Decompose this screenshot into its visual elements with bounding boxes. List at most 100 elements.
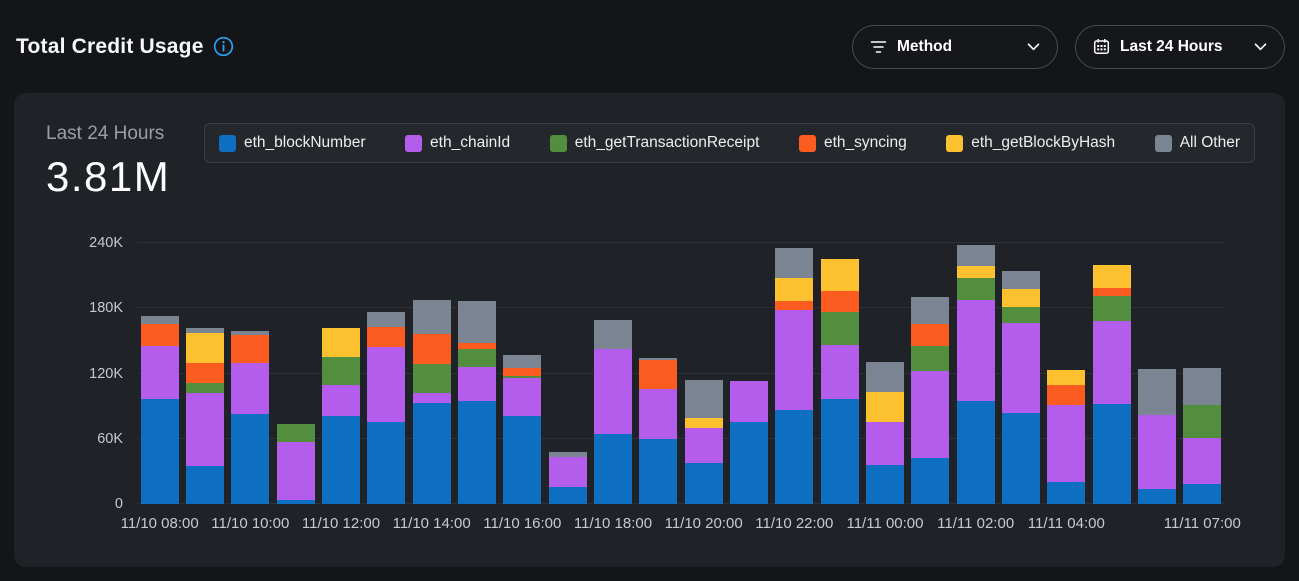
bar-segment[interactable] xyxy=(593,320,632,349)
bar-segment[interactable] xyxy=(729,381,768,423)
bar[interactable] xyxy=(911,297,950,504)
bar-segment[interactable] xyxy=(503,368,542,376)
bar-segment[interactable] xyxy=(1137,488,1176,504)
bar-segment[interactable] xyxy=(956,265,995,278)
bar-segment[interactable] xyxy=(321,385,360,416)
bar-segment[interactable] xyxy=(548,451,587,458)
bar-segment[interactable] xyxy=(185,383,224,394)
bar-segment[interactable] xyxy=(1047,405,1086,483)
bar-segment[interactable] xyxy=(1183,484,1222,504)
bar-segment[interactable] xyxy=(1092,403,1131,504)
bar-segment[interactable] xyxy=(775,248,814,278)
bar-segment[interactable] xyxy=(548,486,587,504)
legend-item[interactable]: eth_syncing xyxy=(798,134,907,152)
legend-item[interactable]: eth_getTransactionReceipt xyxy=(549,134,759,152)
bar-segment[interactable] xyxy=(457,300,496,344)
bar-segment[interactable] xyxy=(276,423,315,443)
time-range-dropdown[interactable]: Last 24 Hours xyxy=(1075,24,1285,69)
bar-segment[interactable] xyxy=(639,388,678,439)
bar-segment[interactable] xyxy=(457,343,496,349)
bar-segment[interactable] xyxy=(1001,271,1040,289)
bar[interactable] xyxy=(593,320,632,504)
bar-segment[interactable] xyxy=(367,422,406,504)
bar-segment[interactable] xyxy=(231,331,270,336)
bar-segment[interactable] xyxy=(911,346,950,372)
legend-item[interactable]: eth_getBlockByHash xyxy=(946,134,1115,152)
bar-segment[interactable] xyxy=(367,326,406,348)
bar-segment[interactable] xyxy=(185,393,224,466)
bar-segment[interactable] xyxy=(503,355,542,369)
bar[interactable] xyxy=(457,300,496,504)
bar-segment[interactable] xyxy=(185,362,224,384)
legend-item[interactable]: eth_chainId xyxy=(405,134,510,152)
bar-segment[interactable] xyxy=(321,357,360,386)
bar[interactable] xyxy=(1047,370,1086,504)
bar-segment[interactable] xyxy=(684,427,723,463)
bar-segment[interactable] xyxy=(1092,321,1131,404)
bar-segment[interactable] xyxy=(185,465,224,504)
bar-segment[interactable] xyxy=(1047,370,1086,386)
bar-segment[interactable] xyxy=(684,462,723,504)
bar-segment[interactable] xyxy=(412,334,451,364)
bar-segment[interactable] xyxy=(231,335,270,363)
bar-segment[interactable] xyxy=(140,315,179,324)
bar-segment[interactable] xyxy=(503,415,542,504)
bar-segment[interactable] xyxy=(775,300,814,311)
bar-segment[interactable] xyxy=(1001,323,1040,413)
bar-segment[interactable] xyxy=(639,360,678,389)
bar[interactable] xyxy=(231,331,270,504)
bar-segment[interactable] xyxy=(140,398,179,504)
bar-segment[interactable] xyxy=(911,371,950,459)
bar-segment[interactable] xyxy=(1183,368,1222,406)
bar-segment[interactable] xyxy=(1092,287,1131,297)
bar[interactable] xyxy=(820,259,859,504)
bar-segment[interactable] xyxy=(956,299,995,401)
bar-segment[interactable] xyxy=(276,442,315,500)
bar-segment[interactable] xyxy=(775,310,814,411)
bar-segment[interactable] xyxy=(865,464,904,504)
bar-segment[interactable] xyxy=(457,348,496,367)
bar[interactable] xyxy=(548,451,587,504)
bar-segment[interactable] xyxy=(457,366,496,401)
bar-segment[interactable] xyxy=(911,323,950,347)
bar-segment[interactable] xyxy=(321,415,360,504)
bar[interactable] xyxy=(503,355,542,504)
bar-segment[interactable] xyxy=(911,458,950,504)
bar-segment[interactable] xyxy=(911,297,950,324)
bar-segment[interactable] xyxy=(820,398,859,504)
bar-segment[interactable] xyxy=(1001,307,1040,324)
bar-segment[interactable] xyxy=(140,346,179,399)
bar-segment[interactable] xyxy=(503,375,542,378)
bar-segment[interactable] xyxy=(140,323,179,347)
bar[interactable] xyxy=(185,327,224,504)
bar-segment[interactable] xyxy=(367,311,406,327)
bar-segment[interactable] xyxy=(1001,412,1040,504)
bar-segment[interactable] xyxy=(820,311,859,346)
bar-segment[interactable] xyxy=(1001,288,1040,308)
bar[interactable] xyxy=(140,315,179,504)
bar-segment[interactable] xyxy=(684,418,723,428)
bar[interactable] xyxy=(276,423,315,504)
bar-segment[interactable] xyxy=(412,402,451,504)
bar[interactable] xyxy=(775,248,814,504)
bar[interactable] xyxy=(412,299,451,504)
method-filter-dropdown[interactable]: Method xyxy=(852,24,1058,69)
legend-item[interactable]: eth_blockNumber xyxy=(219,134,365,152)
bar-segment[interactable] xyxy=(865,361,904,393)
bar[interactable] xyxy=(367,311,406,504)
bar-segment[interactable] xyxy=(639,438,678,504)
bar-segment[interactable] xyxy=(276,499,315,504)
bar-segment[interactable] xyxy=(1092,296,1131,322)
bar[interactable] xyxy=(684,380,723,504)
bar[interactable] xyxy=(1137,369,1176,504)
bar-segment[interactable] xyxy=(775,410,814,504)
bar-segment[interactable] xyxy=(820,259,859,291)
bar-segment[interactable] xyxy=(185,333,224,363)
bar-segment[interactable] xyxy=(956,245,995,266)
bar-segment[interactable] xyxy=(185,327,224,334)
bar[interactable] xyxy=(865,361,904,504)
bar-segment[interactable] xyxy=(593,348,632,435)
bar-segment[interactable] xyxy=(956,400,995,504)
bar[interactable] xyxy=(1183,368,1222,504)
bar-segment[interactable] xyxy=(412,393,451,403)
